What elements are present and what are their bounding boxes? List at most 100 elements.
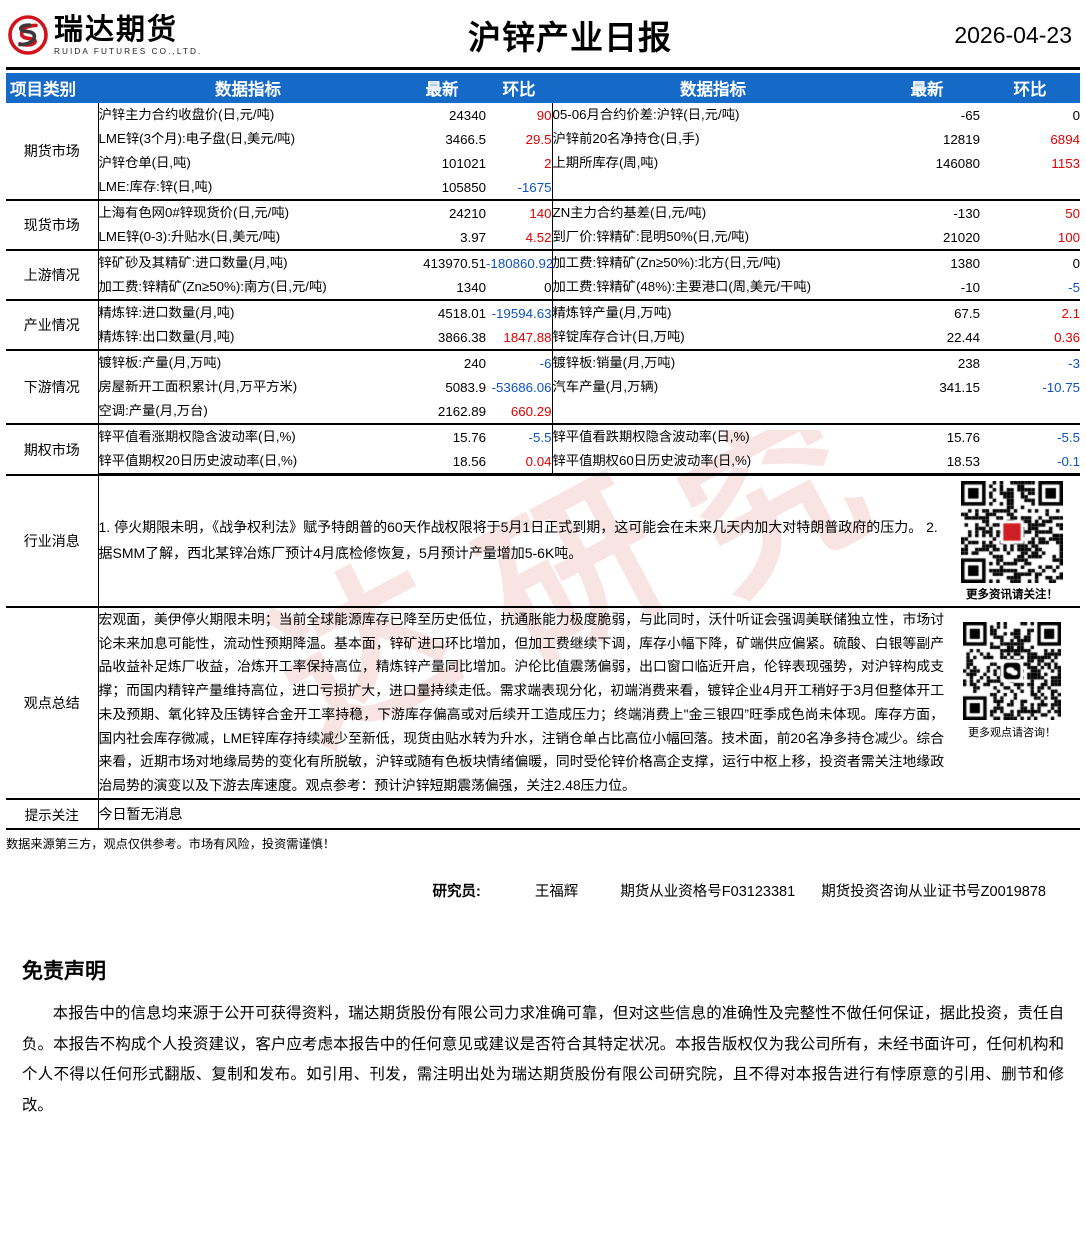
change-value-cell-2: -3	[980, 349, 1080, 375]
latest-value-cell-2: 1380	[874, 249, 980, 275]
table-row: 锌平值期权20日历史波动率(日,%) 18.56 0.04 锌平值期权60日历史波动率…	[6, 449, 1080, 475]
change-value-cell-2: 0	[1072, 107, 1080, 123]
news-line-2: 据SMM了解，西北某锌冶炼厂预计4月底检修恢复，5月预计产量增加5-6K吨。	[98, 545, 583, 561]
wechat-consult-qr-code-icon[interactable]	[963, 622, 1061, 720]
change-value-cell-2: 0	[980, 249, 1080, 275]
indicator-cell-2: 到厂价:锌精矿:昆明50%(日,元/吨)	[551, 225, 874, 250]
latest-value-cell: 18.56	[398, 449, 486, 475]
indicator-cell-2	[551, 175, 874, 200]
narrative-table: 行业消息 1. 停火期限未明，《战争权利法》赋予特朗普的60天作战权限将于5月1…	[6, 474, 1080, 830]
latest-value-cell: 1340	[456, 279, 486, 295]
wechat-official-qr-code-icon[interactable]	[961, 480, 1063, 583]
table-row: 期权市场 锌平值看涨期权隐含波动率(日,%) 15.76 -5.5 锌平值看跌期权隐含波…	[6, 423, 1080, 474]
change-value-cell: -180860.92	[486, 249, 553, 275]
indicator-cell-2: 05-06月合约价差:沪锌(日,元/吨)	[551, 103, 874, 127]
indicator-cell-2: ZN主力合约基差(日,元/吨)	[551, 199, 874, 225]
change-value-cell-2: -5.5	[980, 423, 1080, 449]
table-row: 期货市场 沪锌主力合约收盘价(日,元/吨) 24340 90 05-06月合约价差:沪锌…	[6, 103, 1080, 200]
indicator-cell-2: 镀锌板:销量(月,万吨)	[551, 349, 874, 375]
change-value-cell-2: 2.1	[980, 299, 1080, 325]
table-row: 空调:产量(月,万台) 2162.89 660.29	[6, 399, 1080, 424]
news-line-1: 1. 停火期限未明，《战争权利法》赋予特朗普的60天作战权限将于5月1日正式到期…	[98, 519, 938, 536]
indicator-cell: LME:库存:锌(日,吨)	[98, 179, 213, 195]
researcher-qualification: 期货从业资格号F03123381	[620, 883, 796, 900]
summary-qr-caption: 更多观点请咨询！	[968, 726, 1056, 739]
latest-value-cell-2: -130	[874, 199, 980, 225]
change-value-cell: 4.52	[525, 229, 552, 245]
change-value-cell: 140	[486, 199, 552, 225]
latest-value-cell: 2162.89	[437, 403, 486, 419]
latest-value-cell-2: 341.15	[939, 379, 980, 395]
indicator-cell: LME锌(3个月):电子盘(日,美元/吨)	[98, 131, 296, 147]
change-value-cell-2: 50	[980, 199, 1080, 225]
table-body: 期货市场 沪锌主力合约收盘价(日,元/吨) 24340 90 05-06月合约价差:沪锌…	[6, 103, 1080, 475]
latest-value-cell-2: 15.76	[874, 423, 980, 449]
indicator-cell: 上海有色网0#锌现货价(日,元/吨)	[98, 199, 398, 225]
table-row: 上游情况 锌矿砂及其精矿:进口数量(月,吨) 413970.51 -180860.92…	[6, 249, 1080, 300]
col-header-latest-2: 最新	[874, 73, 980, 103]
latest-value-cell: 101021	[441, 155, 486, 171]
latest-value-cell-2	[874, 175, 980, 200]
indicator-cell: 锌平值期权20日历史波动率(日,%)	[98, 449, 398, 475]
latest-value-cell: 3.97	[460, 229, 486, 245]
indicator-cell: 沪锌主力合约收盘价(日,元/吨)	[98, 107, 275, 123]
change-value-cell-2: 100	[1057, 229, 1080, 245]
company-logo: 瑞达期货 RUIDA FUTURES CO.,LTD.	[8, 12, 268, 56]
latest-value-cell-2: -10	[960, 279, 980, 295]
change-value-cell: 2	[544, 155, 552, 171]
page-title: 沪锌产业日报	[468, 18, 672, 57]
data-table: 项目类别 数据指标 最新 环比 数据指标 最新 环比 期货市场 沪锌主力合约收盘价…	[6, 73, 1080, 475]
report-date: 2026-04-23	[954, 21, 1072, 48]
logo-company-name-en: RUIDA FUTURES CO.,LTD.	[54, 46, 203, 56]
indicator-cell-2: 上期所库存(周,吨)	[551, 151, 874, 175]
change-value-cell-2: -10.75	[1042, 379, 1080, 395]
researcher-name: 王福辉	[534, 883, 579, 900]
report-header: 瑞达期货 RUIDA FUTURES CO.,LTD. 沪锌产业日报 2026-…	[0, 0, 1086, 66]
latest-value-cell-2: 238	[874, 349, 980, 375]
latest-value-cell: 15.76	[398, 423, 486, 449]
indicator-cell-2: 加工费:锌精矿(48%):主要港口(周,美元/干吨)	[551, 275, 874, 300]
change-value-cell: -53686.06	[491, 379, 552, 395]
table-header-row: 项目类别 数据指标 最新 环比 数据指标 最新 环比	[6, 73, 1080, 103]
category-cell: 期权市场	[6, 423, 99, 474]
change-value-cell: -6	[486, 349, 552, 375]
researcher-line: 研究员: 王福辉 期货从业资格号F03123381 期货投资咨询从业证书号Z00…	[6, 880, 1080, 901]
ruida-logo-icon	[8, 15, 48, 55]
change-value-cell: -5.5	[486, 423, 552, 449]
latest-value-cell-2: 18.53	[874, 449, 980, 475]
latest-value-cell: 413970.51	[398, 249, 486, 275]
change-value-cell-2: 6894	[1050, 131, 1080, 147]
change-value-cell: 0.04	[486, 449, 552, 475]
summary-label: 观点总结	[6, 606, 99, 799]
latest-value-cell-2	[874, 399, 980, 424]
table-row: 下游情况 镀锌板:产量(月,万吨) 240 -6 镀锌板:销量(月,万吨) 238 -3	[6, 349, 1080, 424]
table-row: 精炼锌:出口数量(月,吨) 3866.38 1847.88 锌锭库存合计(日,万吨) 2…	[6, 325, 1080, 350]
tip-row: 提示关注 今日暂无消息	[6, 797, 1080, 830]
latest-value-cell: 3466.5	[445, 131, 486, 147]
indicator-cell: 锌平值看涨期权隐含波动率(日,%)	[98, 423, 398, 449]
indicator-cell-2: 沪锌前20名净持仓(日,手)	[551, 127, 874, 151]
col-header-change-1: 环比	[486, 73, 552, 103]
change-value-cell: 0	[544, 279, 552, 295]
disclaimer-body: 本报告中的信息均来源于公开可获得资料，瑞达期货股份有限公司力求准确可靠，但对这些…	[22, 1004, 1064, 1115]
indicator-cell: LME锌(0-3):升贴水(日,美元/吨)	[98, 229, 281, 245]
change-value-cell: 660.29	[510, 403, 552, 419]
latest-value-cell-2: 67.5	[874, 299, 980, 325]
col-header-change-2: 环比	[980, 73, 1080, 103]
tip-label: 提示关注	[6, 797, 99, 830]
indicator-cell: 精炼锌:进口数量(月,吨)	[98, 299, 398, 325]
indicator-cell-2: 汽车产量(月,万辆)	[551, 375, 874, 399]
col-header-category: 项目类别	[6, 73, 98, 103]
indicator-cell: 镀锌板:产量(月,万吨)	[98, 349, 398, 375]
latest-value-cell: 240	[398, 349, 486, 375]
indicator-cell-2: 加工费:锌精矿(Zn≥50%):北方(日,元/吨)	[551, 249, 874, 275]
researcher-label: 研究员:	[432, 883, 481, 900]
logo-company-name: 瑞达期货	[54, 12, 179, 47]
col-header-latest-1: 最新	[398, 73, 486, 103]
change-value-cell: -19594.63	[486, 299, 552, 325]
table-row: LME锌(3个月):电子盘(日,美元/吨) 3466.5 29.5 沪锌前20名净持仓…	[6, 127, 1080, 151]
indicator-cell: 空调:产量(月,万台)	[98, 403, 208, 419]
latest-value-cell: 24210	[398, 199, 486, 225]
news-qr-caption: 更多资讯请关注！	[966, 586, 1058, 601]
